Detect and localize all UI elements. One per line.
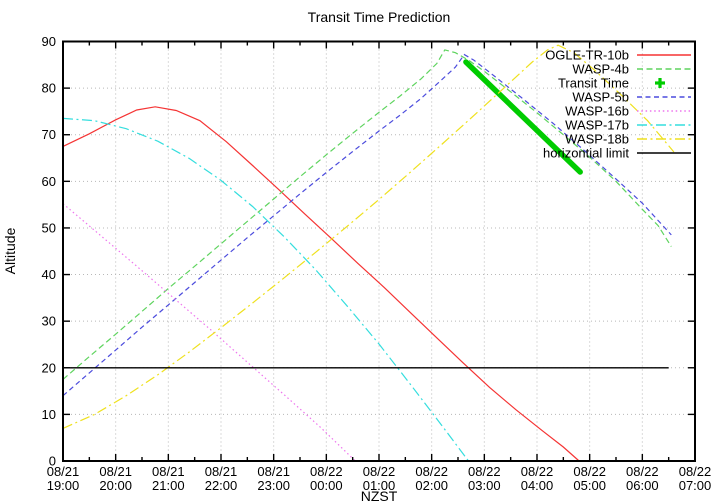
plot-text: Transit Time Prediction Altitude NZST 0 10 20… xyxy=(2,9,711,504)
y-tick-label: 70 xyxy=(42,127,56,142)
x-tick-time: 06:00 xyxy=(626,478,659,493)
x-tick-date: 08/21 xyxy=(47,464,80,479)
legend-label: WASP-5b xyxy=(572,90,629,105)
chart-title: Transit Time Prediction xyxy=(308,9,451,25)
x-tick-time: 05:00 xyxy=(573,478,606,493)
series-wasp-4b xyxy=(62,49,672,380)
legend-item-wasp-4b: WASP-4b xyxy=(572,62,691,77)
plot-axes xyxy=(62,40,696,462)
legend-label: WASP-4b xyxy=(572,62,629,77)
y-tick-label: 50 xyxy=(42,220,56,235)
y-tick-label: 90 xyxy=(42,34,56,49)
x-tick-date: 08/22 xyxy=(468,464,501,479)
x-tick-time: 04:00 xyxy=(521,478,554,493)
series-wasp-18b xyxy=(62,44,675,429)
legend-label: WASP-18b xyxy=(565,132,629,147)
legend-item-transit-time: Transit Time xyxy=(558,76,665,91)
x-tick-date: 08/22 xyxy=(626,464,659,479)
y-tick-label: 40 xyxy=(42,267,56,282)
series-ogle-tr-10b xyxy=(62,106,580,462)
x-tick-time: 22:00 xyxy=(205,478,238,493)
x-tick-date: 08/21 xyxy=(205,464,238,479)
legend-label: WASP-17b xyxy=(565,118,629,133)
x-tick-time: 19:00 xyxy=(47,478,80,493)
axis-ticks xyxy=(62,40,696,462)
x-tick-date: 08/22 xyxy=(415,464,448,479)
series-wasp-5b xyxy=(62,53,672,397)
x-tick-labels: 08/2119:0008/2120:0008/2121:0008/2122:00… xyxy=(47,464,712,493)
legend-item-wasp-17b: WASP-17b xyxy=(565,118,691,133)
series-wasp-17b xyxy=(62,117,469,462)
x-tick-time: 02:00 xyxy=(415,478,448,493)
legend-item-wasp-18b: WASP-18b xyxy=(565,132,691,147)
legend-item-wasp-5b: WASP-5b xyxy=(572,90,691,105)
x-tick-date: 08/22 xyxy=(573,464,606,479)
x-tick-time: 00:00 xyxy=(310,478,343,493)
x-tick-date: 08/21 xyxy=(257,464,290,479)
y-tick-label: 30 xyxy=(42,314,56,329)
legend-label: Transit Time xyxy=(558,76,629,91)
legend-item-wasp-16b: WASP-16b xyxy=(565,104,691,119)
x-tick-date: 08/22 xyxy=(363,464,396,479)
y-tick-labels: 0 10 20 30 40 50 60 70 80 90 xyxy=(42,34,56,469)
plot-series xyxy=(62,44,675,462)
x-tick-date: 08/22 xyxy=(679,464,712,479)
x-tick-date: 08/22 xyxy=(521,464,554,479)
x-axis-label: NZST xyxy=(361,488,398,504)
y-tick-label: 0 xyxy=(49,454,56,469)
legend-label: OGLE-TR-10b xyxy=(545,48,629,63)
x-tick-time: 20:00 xyxy=(99,478,132,493)
legend-item-horizontial-limit: horizontial limit xyxy=(543,146,691,161)
x-tick-date: 08/21 xyxy=(99,464,132,479)
y-tick-label: 20 xyxy=(42,360,56,375)
x-tick-time: 07:00 xyxy=(679,478,712,493)
x-tick-time: 03:00 xyxy=(468,478,501,493)
y-tick-label: 60 xyxy=(42,174,56,189)
y-axis-label: Altitude xyxy=(2,227,18,274)
x-tick-time: 23:00 xyxy=(257,478,290,493)
legend-item-ogle-tr-10b: OGLE-TR-10b xyxy=(545,48,691,63)
legend-label: horizontial limit xyxy=(543,146,629,161)
y-tick-label: 80 xyxy=(42,81,56,96)
legend-plus-marker-icon xyxy=(655,78,665,88)
series-wasp-16b xyxy=(62,203,356,462)
x-tick-date: 08/21 xyxy=(152,464,185,479)
legend-label: WASP-16b xyxy=(565,104,629,119)
x-tick-date: 08/22 xyxy=(310,464,343,479)
x-tick-time: 01:00 xyxy=(363,478,396,493)
x-tick-time: 21:00 xyxy=(152,478,185,493)
y-tick-label: 10 xyxy=(42,407,56,422)
series-transit-time xyxy=(463,59,583,175)
